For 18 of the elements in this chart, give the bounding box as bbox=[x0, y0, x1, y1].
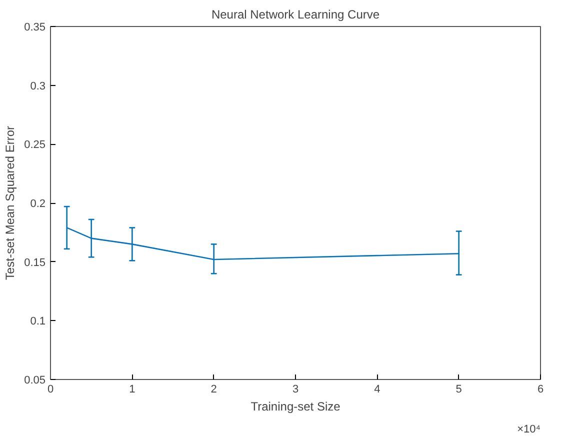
y-tick-label: 0.2 bbox=[30, 198, 46, 210]
x-tick-label: 3 bbox=[292, 384, 299, 396]
x-axis-title: Training-set Size bbox=[250, 400, 341, 414]
x-tick-label: 6 bbox=[537, 384, 544, 396]
text: ×10⁴ bbox=[517, 424, 541, 436]
y-tick-label: 0.25 bbox=[24, 139, 46, 152]
x-tick-label: 1 bbox=[129, 384, 136, 396]
y-tick-label: 0.15 bbox=[24, 256, 46, 269]
y-tick-label: 0.3 bbox=[30, 80, 46, 92]
x-tick-label: 0 bbox=[47, 384, 54, 396]
y-tick-label: 0.35 bbox=[24, 22, 46, 34]
x-tick-label: 4 bbox=[374, 384, 380, 396]
x-tick-label: 2 bbox=[210, 384, 217, 396]
y-tick-label: 0.05 bbox=[24, 374, 46, 386]
x-tick-label: 5 bbox=[456, 384, 462, 396]
y-axis-title: Test-set Mean Squared Error bbox=[3, 126, 18, 280]
chart-title: Neural Network Learning Curve bbox=[211, 8, 380, 22]
y-tick-label: 0.1 bbox=[30, 316, 46, 328]
